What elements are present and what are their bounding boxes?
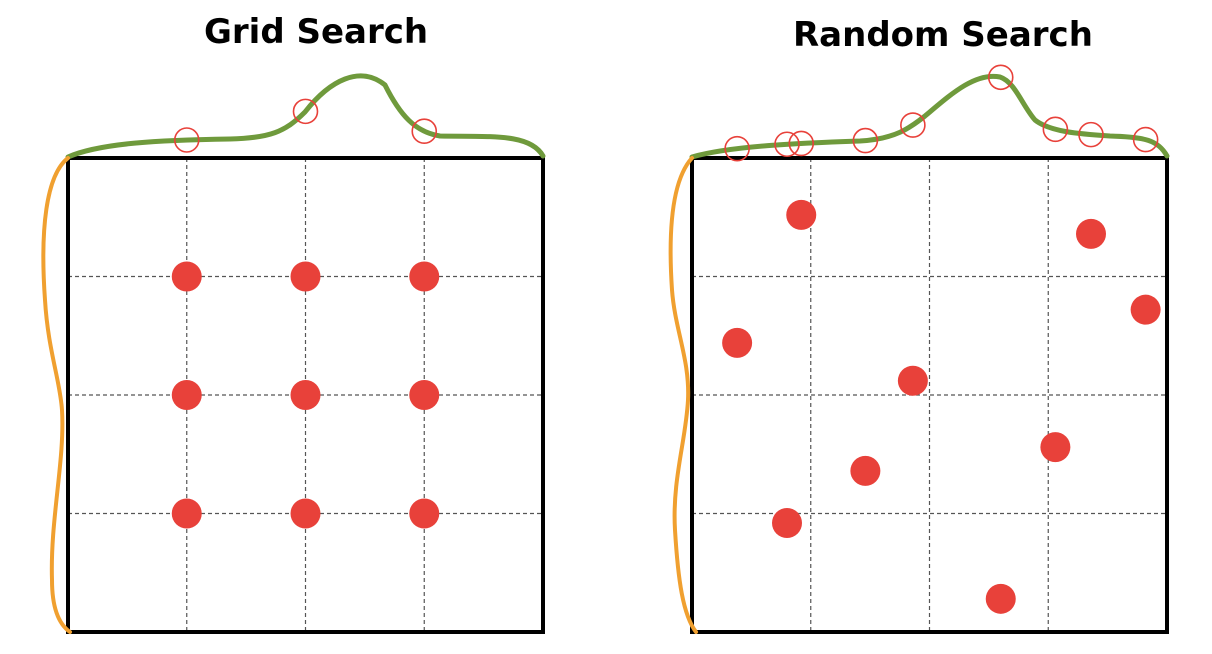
random-search-sample-point [985,583,1016,614]
grid-search-sample-point [409,498,440,529]
random-search-sample-point [722,327,753,358]
random-search-sample-point [850,455,881,486]
grid-search-sample-point [290,498,321,529]
random-search-projection-marker [724,135,750,162]
grid-search-projection-marker [292,98,319,125]
random-search-title: Random Search [793,15,1093,55]
random-search-left-marginal-curve [668,156,698,634]
grid-search-sample-point [290,380,321,410]
grid-search-sample-point [290,261,321,292]
random-search-sample-point [1040,432,1071,463]
grid-search-top-marginal-curve [65,73,546,160]
grid-search-sample-point [171,261,202,292]
grid-search-sample-point [171,380,202,410]
random-search-projection-marker [987,64,1014,91]
random-search-sample-point [786,199,817,230]
random-search-sample-point [897,365,928,396]
grid-search-sample-point [409,261,440,292]
grid-search-panel [41,73,546,634]
random-search-projection-marker [788,130,815,157]
random-search-panel [668,64,1170,634]
random-search-projection-marker [1078,121,1104,148]
grid-search-projection-marker [173,127,200,153]
random-search-frame [690,156,1169,634]
random-search-sample-point [772,507,802,538]
grid-search-frame [66,156,545,634]
random-search-sample-point [1130,294,1161,325]
grid-search-projection-marker [411,118,438,144]
grid-search-left-marginal-curve [41,156,72,634]
grid-search-sample-point [171,498,202,529]
random-search-top-marginal-curve [689,73,1170,160]
grid-search-sample-point [409,380,440,410]
grid-search-title: Grid Search [204,12,429,52]
random-search-sample-point [1076,218,1106,249]
random-search-projection-marker [1042,116,1069,143]
random-search-projection-marker [900,112,926,138]
random-search-projection-marker [852,127,879,154]
random-search-projection-marker [774,131,800,158]
random-search-projection-marker [1132,126,1159,153]
